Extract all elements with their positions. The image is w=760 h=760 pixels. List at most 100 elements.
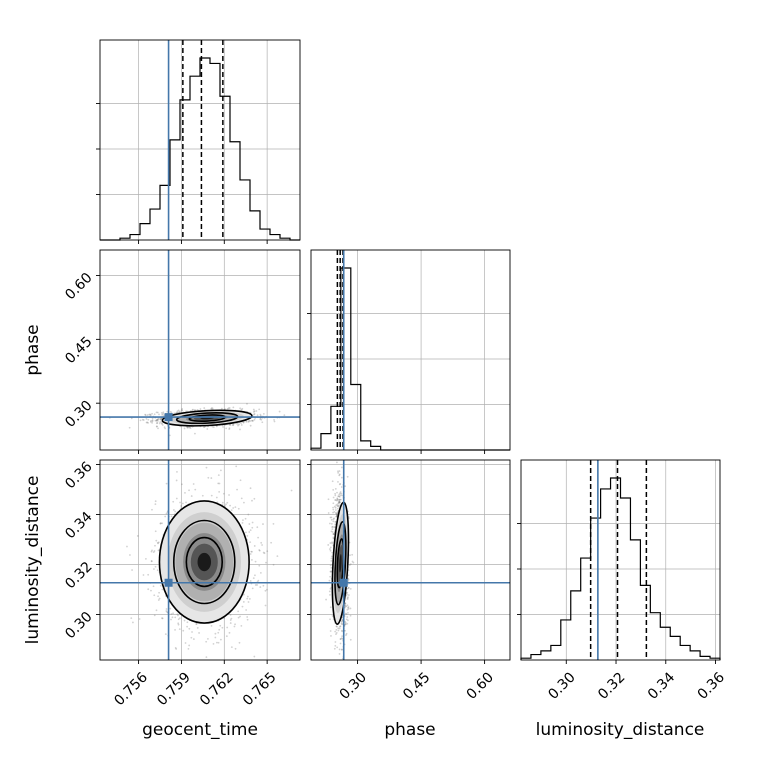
histogram-luminosity_distance — [520, 477, 721, 660]
sample-point — [146, 414, 149, 416]
sample-point — [253, 413, 255, 416]
sample-point — [177, 622, 180, 625]
sample-point — [154, 419, 157, 422]
sample-point — [239, 615, 241, 618]
sample-point — [240, 408, 243, 411]
sample-point — [250, 550, 253, 553]
sample-point — [334, 492, 337, 495]
sample-point — [241, 605, 244, 608]
sample-point — [341, 635, 344, 638]
sample-point — [331, 531, 334, 533]
sample-point — [160, 418, 162, 420]
sample-point — [338, 470, 341, 472]
sample-point — [169, 410, 172, 413]
sample-point — [226, 501, 229, 504]
sample-point — [157, 418, 160, 421]
sample-point — [347, 607, 350, 610]
sample-point — [262, 551, 265, 554]
sample-point — [175, 648, 178, 650]
sample-point — [154, 503, 157, 506]
sample-point — [237, 616, 240, 619]
sample-point — [192, 638, 195, 640]
sample-point — [340, 486, 343, 488]
sample-point — [261, 421, 264, 424]
sample-point — [237, 610, 240, 613]
truth-marker — [339, 578, 348, 587]
sample-point — [246, 595, 249, 598]
sample-point — [249, 553, 252, 555]
sample-point — [230, 617, 233, 620]
sample-point — [248, 419, 251, 422]
sample-point — [165, 610, 168, 612]
sample-point — [232, 406, 235, 409]
sample-point — [257, 579, 260, 582]
sample-point — [338, 664, 340, 666]
sample-point — [348, 564, 351, 566]
sample-point — [239, 428, 241, 431]
sample-point — [228, 407, 231, 409]
density-geocent_time-luminosity_distance — [100, 460, 300, 660]
sample-point — [210, 407, 213, 409]
axis-label-x-geocent-time: geocent_time — [142, 720, 258, 740]
sample-point — [242, 601, 245, 603]
sample-point — [330, 557, 333, 560]
sample-point — [334, 521, 337, 523]
sample-point — [245, 609, 248, 611]
sample-point — [245, 420, 248, 423]
sample-point — [142, 574, 145, 576]
sample-point — [210, 407, 213, 410]
sample-point — [253, 655, 256, 658]
sample-point — [235, 465, 238, 468]
sample-point — [159, 421, 162, 424]
sample-point — [188, 426, 190, 429]
sample-point — [330, 566, 333, 569]
sample-point — [258, 408, 261, 411]
sample-point — [337, 629, 340, 632]
sample-point — [229, 424, 232, 426]
sample-point — [337, 627, 340, 630]
sample-point — [344, 602, 347, 605]
sample-point — [253, 413, 256, 415]
sample-point — [240, 497, 243, 500]
sample-point — [278, 410, 281, 413]
sample-point — [332, 502, 335, 505]
sample-point — [211, 407, 214, 410]
sample-point — [246, 616, 249, 618]
sample-point — [228, 427, 231, 430]
sample-point — [177, 614, 179, 617]
sample-point — [254, 584, 257, 586]
density-phase-luminosity_distance — [311, 460, 510, 666]
sample-point — [215, 496, 218, 499]
sample-point — [241, 522, 244, 524]
sample-point — [164, 427, 166, 430]
sample-point — [159, 522, 162, 525]
sample-point — [338, 502, 340, 504]
sample-point — [159, 418, 162, 421]
sample-point — [329, 587, 332, 590]
sample-point — [157, 595, 159, 598]
histogram-geocent_time — [100, 57, 300, 241]
sample-point — [151, 549, 153, 552]
sample-point — [230, 509, 233, 512]
sample-point — [265, 561, 267, 564]
sample-point — [338, 499, 341, 501]
sample-point — [335, 515, 338, 518]
sample-point — [341, 494, 344, 497]
sample-point — [242, 519, 244, 521]
sample-point — [157, 427, 159, 430]
sample-point — [338, 648, 341, 651]
sample-point — [258, 549, 261, 551]
sample-point — [251, 550, 253, 553]
sample-point — [159, 584, 162, 587]
sample-point — [329, 575, 332, 578]
sample-point — [335, 631, 338, 634]
sample-point — [152, 551, 155, 554]
sample-point — [218, 628, 221, 631]
sample-point — [132, 621, 134, 624]
sample-point — [258, 564, 261, 567]
sample-point — [219, 624, 222, 627]
sample-point — [351, 560, 354, 563]
density-geocent_time-phase — [100, 250, 300, 450]
sample-point — [252, 419, 254, 422]
